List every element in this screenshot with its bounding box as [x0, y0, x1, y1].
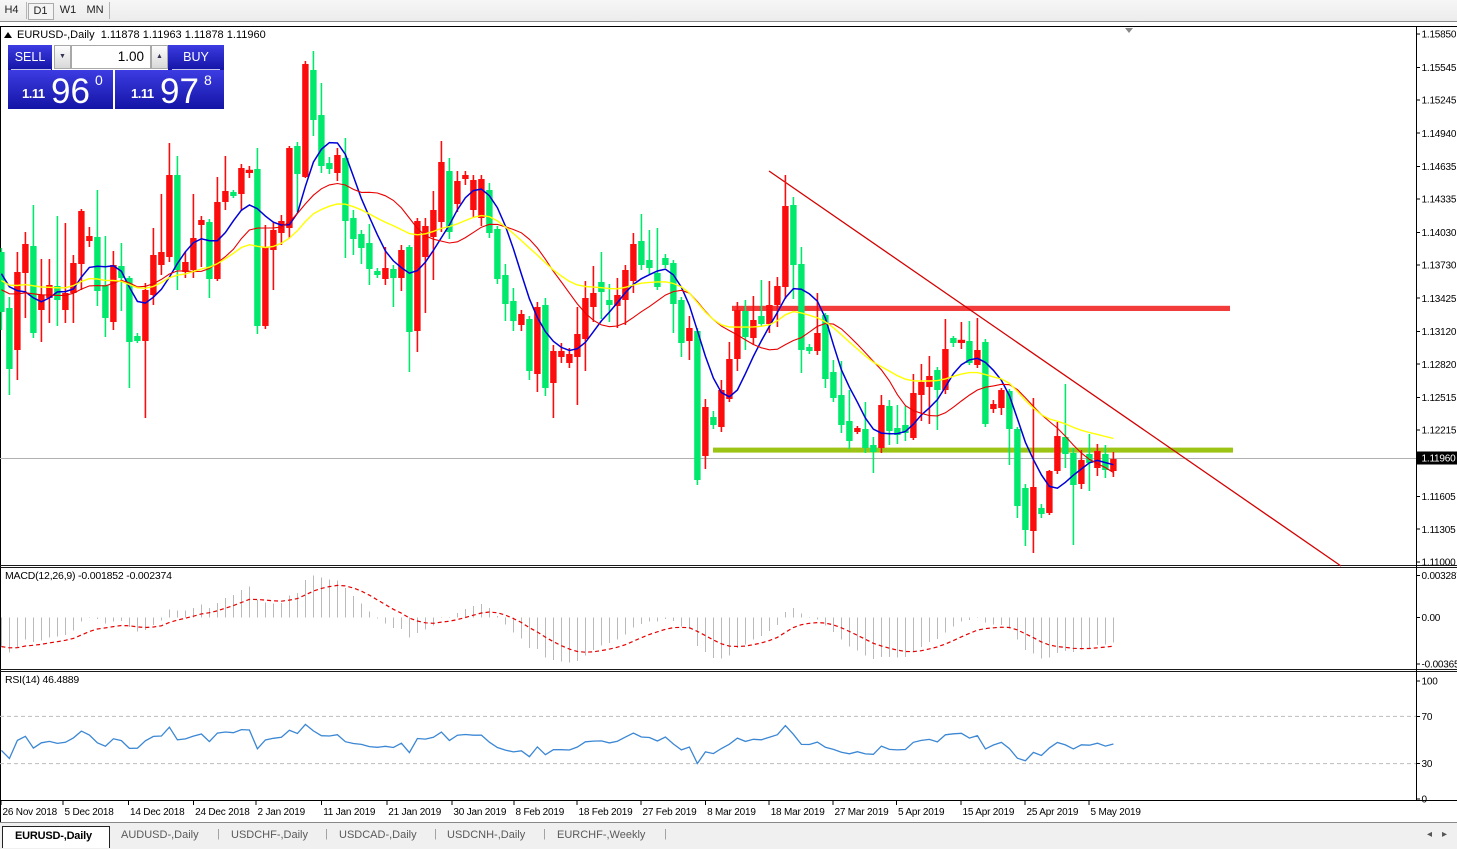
svg-text:100: 100	[1422, 677, 1439, 688]
svg-text:1.11960: 1.11960	[1422, 454, 1457, 465]
svg-text:18 Mar 2019: 18 Mar 2019	[771, 807, 826, 818]
svg-text:14 Dec 2018: 14 Dec 2018	[130, 807, 185, 818]
svg-text:21 Jan 2019: 21 Jan 2019	[388, 807, 441, 818]
svg-text:5 May 2019: 5 May 2019	[1091, 807, 1142, 818]
svg-text:0.00: 0.00	[1422, 613, 1441, 624]
svg-text:15 Apr 2019: 15 Apr 2019	[963, 807, 1015, 818]
svg-text:1.13730: 1.13730	[1422, 261, 1457, 272]
svg-text:24 Dec 2018: 24 Dec 2018	[195, 807, 250, 818]
svg-text:2 Jan 2019: 2 Jan 2019	[258, 807, 306, 818]
svg-text:30: 30	[1422, 759, 1433, 770]
svg-text:26 Nov 2018: 26 Nov 2018	[3, 807, 58, 818]
svg-text:1.14030: 1.14030	[1422, 228, 1457, 239]
svg-text:1.11605: 1.11605	[1422, 492, 1457, 503]
svg-text:30 Jan 2019: 30 Jan 2019	[453, 807, 506, 818]
svg-text:11 Jan 2019: 11 Jan 2019	[323, 807, 376, 818]
svg-text:1.14635: 1.14635	[1422, 162, 1457, 173]
svg-text:1.12515: 1.12515	[1422, 393, 1457, 404]
svg-text:1.12820: 1.12820	[1422, 360, 1457, 371]
svg-text:5 Apr 2019: 5 Apr 2019	[898, 807, 945, 818]
svg-text:1.14335: 1.14335	[1422, 195, 1457, 206]
svg-text:1.11000: 1.11000	[1422, 558, 1457, 569]
svg-text:18 Feb 2019: 18 Feb 2019	[579, 807, 634, 818]
svg-text:27 Feb 2019: 27 Feb 2019	[643, 807, 698, 818]
svg-text:70: 70	[1422, 712, 1433, 723]
svg-text:1.13120: 1.13120	[1422, 327, 1457, 338]
svg-text:1.15850: 1.15850	[1422, 30, 1457, 41]
svg-text:1.15245: 1.15245	[1422, 96, 1457, 107]
svg-text:0: 0	[1422, 795, 1428, 806]
svg-text:-0.003659: -0.003659	[1422, 660, 1457, 671]
svg-text:8 Feb 2019: 8 Feb 2019	[516, 807, 565, 818]
svg-text:5 Dec 2018: 5 Dec 2018	[65, 807, 115, 818]
svg-text:0.003287: 0.003287	[1422, 571, 1457, 582]
svg-text:1.13425: 1.13425	[1422, 294, 1457, 305]
svg-text:25 Apr 2019: 25 Apr 2019	[1027, 807, 1079, 818]
svg-text:1.15545: 1.15545	[1422, 63, 1457, 74]
svg-text:1.12215: 1.12215	[1422, 426, 1457, 437]
svg-text:27 Mar 2019: 27 Mar 2019	[835, 807, 890, 818]
svg-text:1.14940: 1.14940	[1422, 129, 1457, 140]
svg-text:1.11305: 1.11305	[1422, 525, 1457, 536]
svg-text:8 Mar 2019: 8 Mar 2019	[707, 807, 756, 818]
